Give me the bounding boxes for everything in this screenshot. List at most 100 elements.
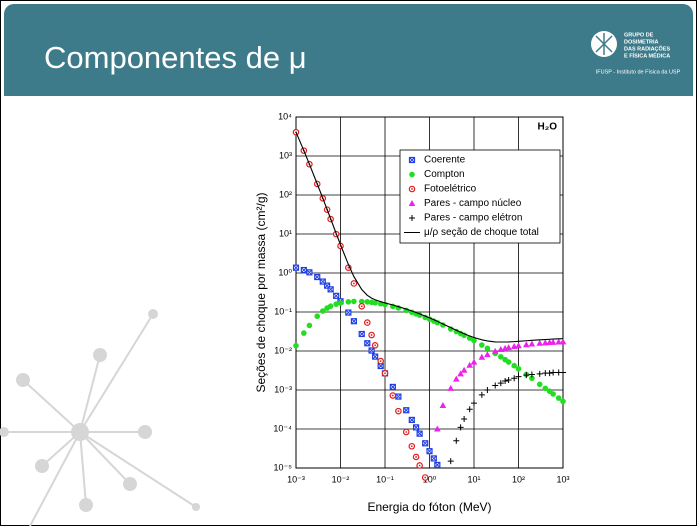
- marker: [382, 371, 387, 376]
- y-tick-label: 10⁰: [278, 267, 292, 277]
- logo-caption: IFUSP - Instituto de Física da USP: [596, 69, 681, 75]
- marker: [422, 475, 427, 480]
- marker: [479, 342, 485, 348]
- y-axis-label: Seções de choque por massa (cm²/g): [254, 192, 268, 392]
- marker: [427, 449, 432, 454]
- legend-symbol: [409, 186, 414, 191]
- y-tick-label: 10³: [279, 150, 292, 160]
- marker: [390, 393, 395, 398]
- slide: Componentes de μ GRUPO DE DOSIMETRIA DAS…: [0, 0, 697, 526]
- page: Componentes de μ GRUPO DE DOSIMETRIA DAS…: [0, 0, 697, 526]
- marker: [307, 270, 312, 275]
- marker: [315, 275, 320, 280]
- logo-line: DOSIMETRIA: [624, 39, 659, 45]
- marker: [351, 281, 356, 286]
- marker: [293, 343, 299, 349]
- legend-label: Fotoelétrico: [424, 184, 477, 195]
- marker-dot: [366, 322, 368, 324]
- marker-dot: [371, 334, 373, 336]
- marker: [431, 456, 436, 461]
- logo-line: E FÍSICA MÉDICA: [624, 51, 670, 59]
- marker-dot: [361, 305, 363, 307]
- marker-dot: [380, 360, 382, 362]
- marker: [328, 303, 334, 309]
- marker: [537, 382, 543, 388]
- x-axis-label: Energia do fóton (MeV): [367, 500, 491, 514]
- y-tick-label: 10²: [279, 189, 292, 199]
- marker-dot: [419, 465, 421, 467]
- header-band-base: [4, 84, 693, 96]
- marker: [396, 408, 401, 413]
- marker: [435, 462, 440, 467]
- x-tick-label: 10⁻¹: [376, 474, 394, 484]
- marker: [365, 320, 370, 325]
- legend-label: Pares - campo núcleo: [424, 198, 522, 209]
- marker: [307, 323, 313, 329]
- chart: 10⁻³ 10⁻² 10⁻¹ 10⁰ 10¹ 10² 10³ 10⁻⁵ 10⁻⁴ 10⁻³ 10⁻²…: [254, 111, 569, 514]
- marker: [301, 330, 307, 336]
- marker-dot: [392, 395, 394, 397]
- marker: [409, 186, 414, 191]
- marker-dot: [384, 372, 386, 374]
- legend-label: μ/ρ seção de choque total: [424, 227, 539, 238]
- slide-title: Componentes de μ: [44, 40, 307, 75]
- marker-dot: [415, 456, 417, 458]
- marker: [404, 429, 409, 434]
- marker: [346, 299, 352, 305]
- marker-dot: [347, 267, 349, 269]
- marker: [346, 310, 351, 315]
- marker: [294, 265, 299, 270]
- marker: [396, 394, 401, 399]
- marker-dot: [353, 283, 355, 285]
- y-tick-label: 10⁻⁴: [273, 423, 292, 433]
- legend-label: Compton: [424, 169, 465, 180]
- marker: [365, 341, 370, 346]
- marker: [560, 399, 566, 405]
- marker: [506, 359, 512, 365]
- marker-dot: [411, 445, 413, 447]
- annotation: H₂O: [538, 122, 558, 133]
- marker: [409, 172, 415, 178]
- marker: [314, 313, 320, 319]
- marker-dot: [397, 410, 399, 412]
- x-tick-label: 10¹: [467, 474, 480, 484]
- legend-label: Coerente: [424, 155, 466, 166]
- logo-line: DAS RADIAÇÕES: [624, 45, 670, 52]
- y-tick-label: 10⁻³: [274, 384, 292, 394]
- marker-dot: [374, 344, 376, 346]
- legend-label: Pares - campo elétron: [424, 213, 522, 224]
- marker: [390, 384, 395, 389]
- y-tick-label: 10⁴: [278, 111, 292, 121]
- y-tick-label: 10¹: [279, 228, 292, 238]
- y-tick-label: 10⁻²: [274, 345, 292, 355]
- marker: [369, 332, 374, 337]
- x-tick-label: 10³: [556, 474, 569, 484]
- marker: [378, 358, 383, 363]
- marker: [334, 293, 339, 298]
- marker: [404, 408, 409, 413]
- logo-line: GRUPO DE: [624, 32, 654, 38]
- marker-dot: [405, 431, 407, 433]
- marker: [369, 348, 374, 353]
- marker: [373, 354, 378, 359]
- marker: [372, 343, 377, 348]
- marker-dot: [424, 477, 426, 479]
- marker: [328, 287, 333, 292]
- legend-symbol: [410, 158, 415, 163]
- marker: [351, 319, 356, 324]
- marker: [417, 463, 422, 468]
- marker-dot: [411, 188, 413, 190]
- marker: [414, 425, 419, 430]
- y-tick-label: 10⁻¹: [274, 306, 292, 316]
- x-tick-label: 10⁻²: [332, 474, 350, 484]
- marker: [413, 454, 418, 459]
- marker: [301, 268, 306, 273]
- marker: [485, 346, 491, 352]
- legend-symbol: [409, 172, 415, 178]
- marker: [410, 158, 415, 163]
- x-tick-label: 10⁻³: [287, 474, 305, 484]
- marker: [409, 444, 414, 449]
- marker: [516, 366, 522, 372]
- marker: [409, 417, 414, 422]
- y-tick-label: 10⁻⁵: [274, 462, 293, 472]
